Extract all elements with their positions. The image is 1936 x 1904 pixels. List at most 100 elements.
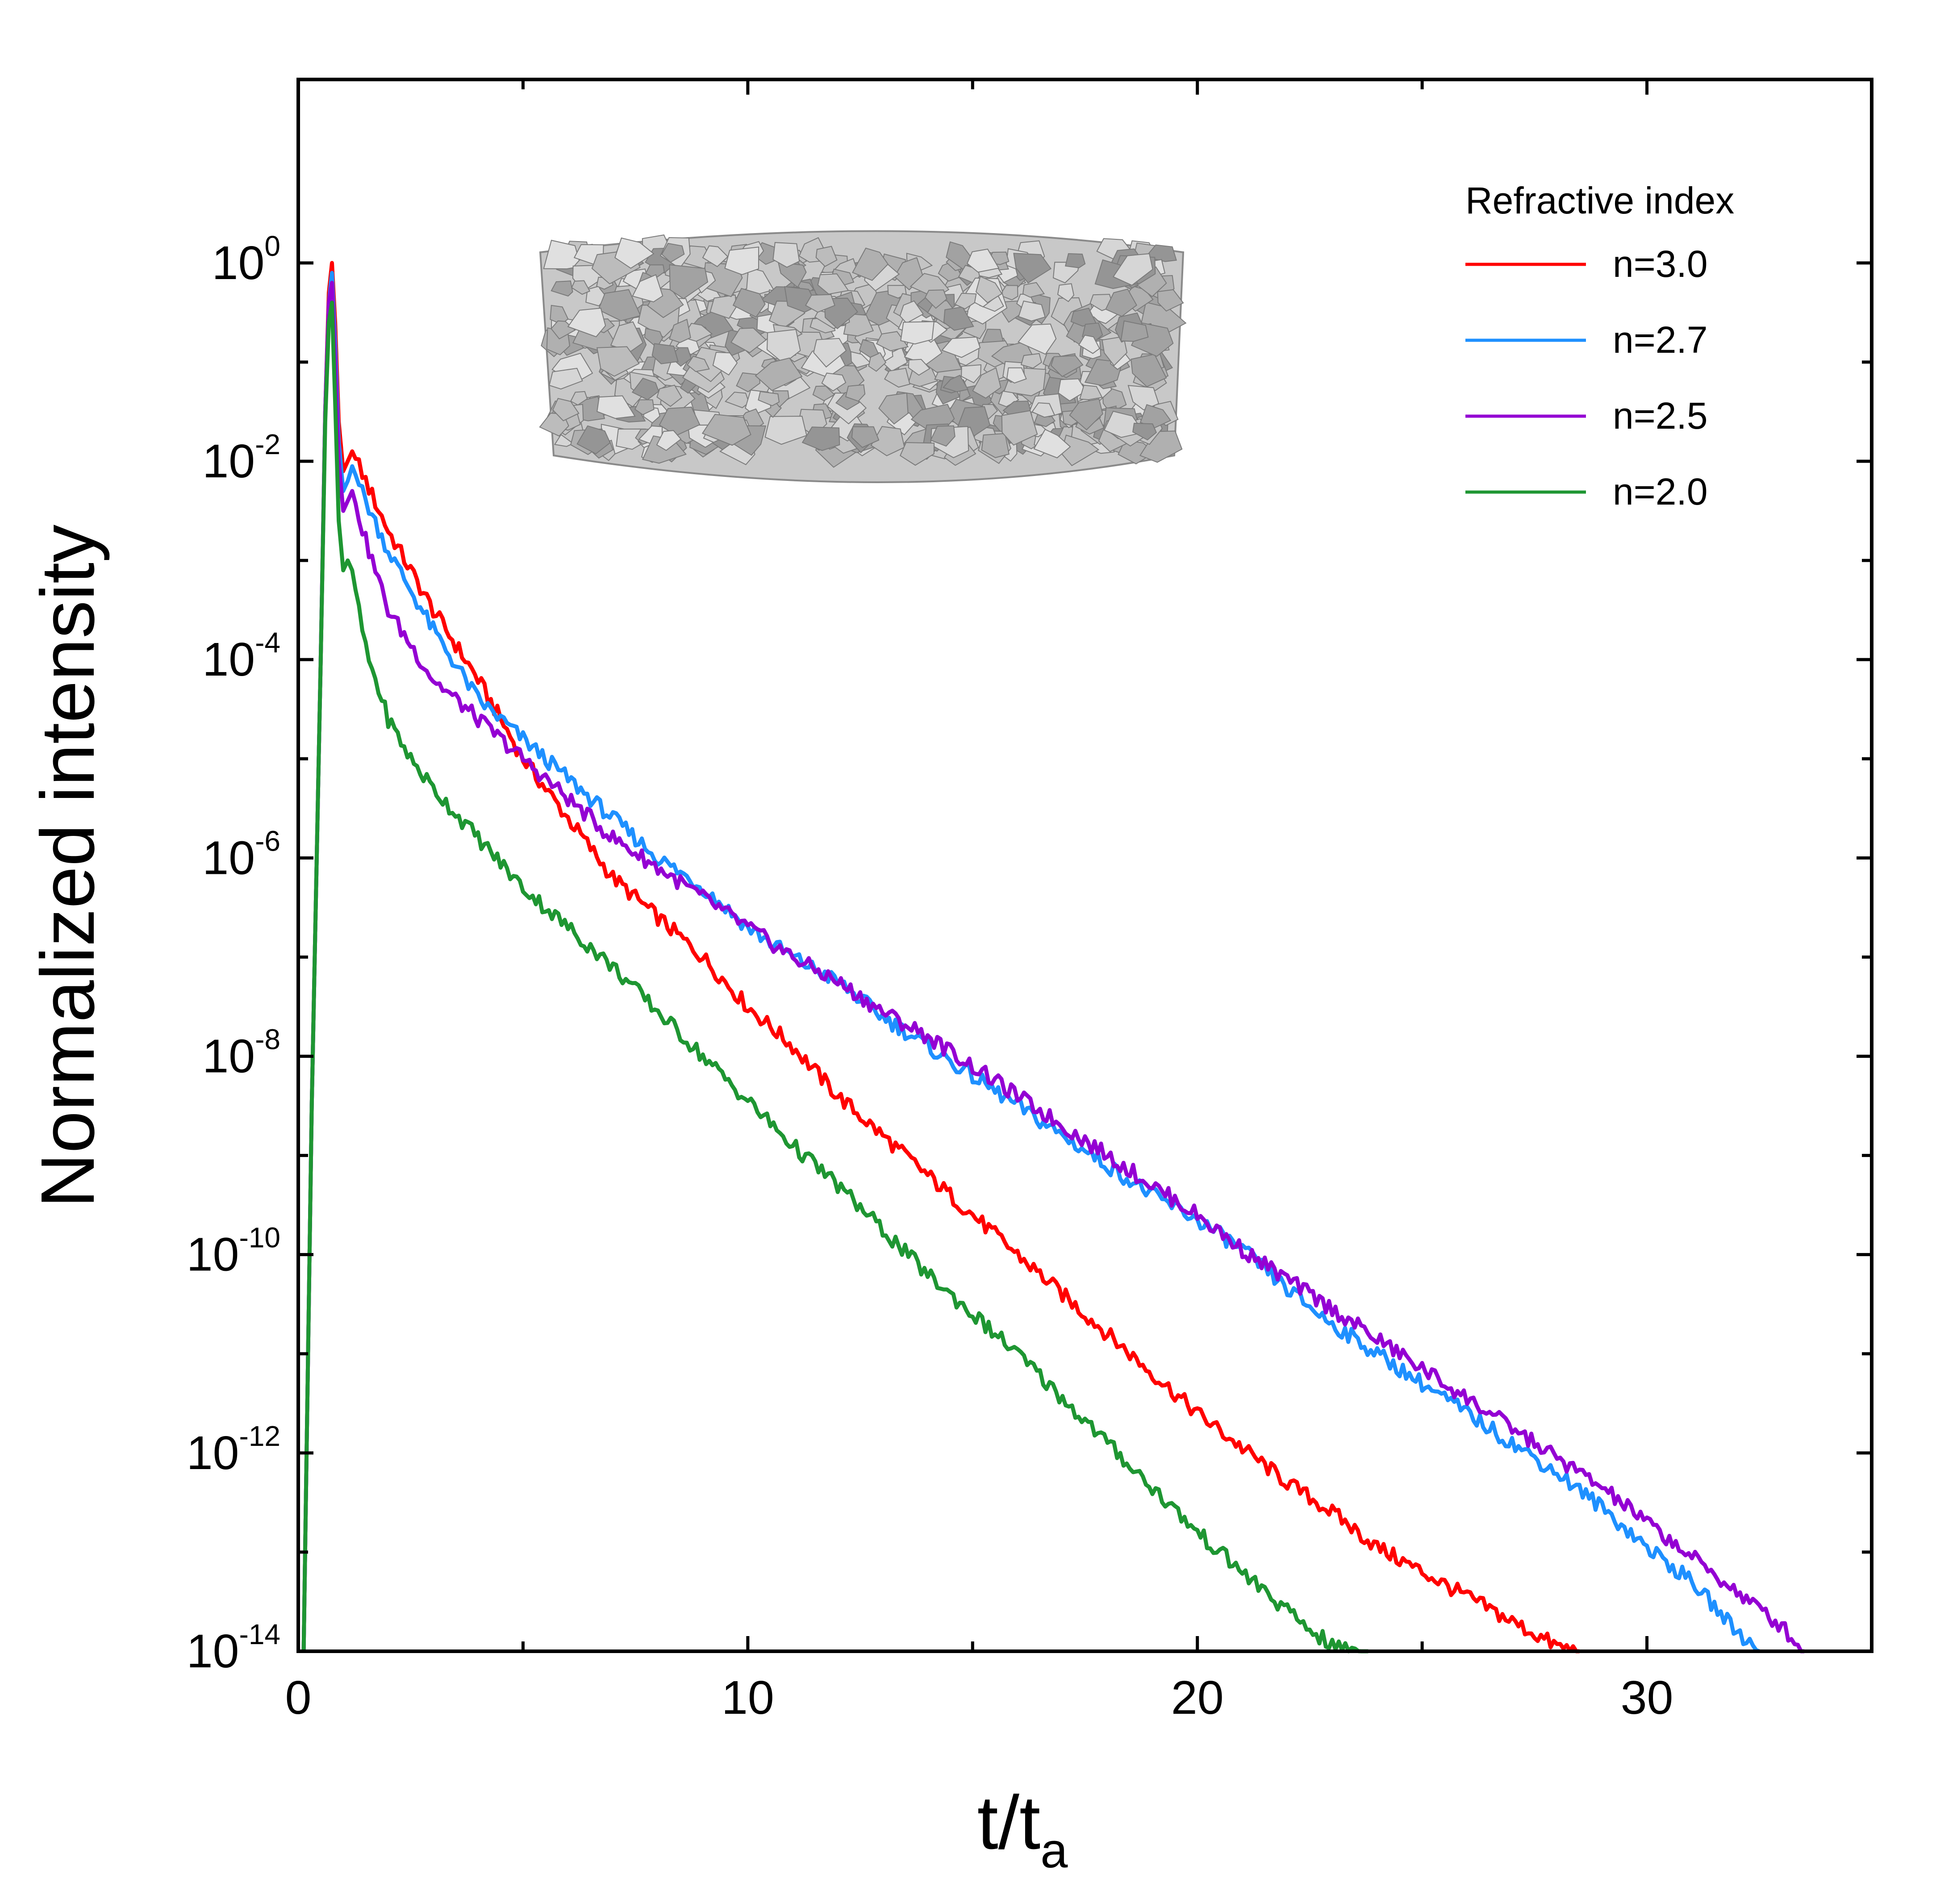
series-line-n=2.5	[301, 280, 1804, 1653]
inset-particle-facet	[1069, 398, 1103, 430]
inset-particle-facet	[801, 426, 840, 451]
inset-particle-facet	[884, 367, 910, 388]
inset-particle-facet	[614, 237, 655, 269]
y-tick-label--10: 10-10	[187, 1222, 280, 1281]
inset-particle-facet	[1120, 320, 1149, 342]
series-line-n=2.0	[301, 301, 1369, 1653]
inset-particle-facet	[702, 245, 729, 267]
inset-particle-facet	[543, 239, 582, 270]
inset-particle-facet	[1105, 288, 1137, 317]
inset-particle-facet	[1112, 253, 1153, 286]
x-axis-title: t/ta	[977, 1780, 1068, 1878]
x-tick-label-0: 0	[285, 1671, 312, 1724]
inset-particle-facet	[878, 392, 909, 425]
x-tick-label-10: 10	[722, 1671, 774, 1724]
y-tick-label-0: 100	[212, 230, 281, 289]
inset-particle-facet	[661, 242, 685, 263]
inset-particle-facet	[669, 264, 709, 300]
inset-particle-facet	[1033, 429, 1071, 459]
inset-particle-facet	[850, 351, 872, 368]
inset-particle-facet	[817, 273, 849, 295]
inset-particle-facet	[975, 276, 1003, 304]
inset-particle-facet	[597, 346, 640, 377]
inset-particle-facet	[567, 308, 606, 338]
y-tick-label--12: 10-12	[187, 1420, 280, 1479]
inset-particle-facet	[961, 364, 982, 384]
inset-particle-facet	[899, 300, 924, 324]
inset-particle-facet	[552, 398, 580, 422]
legend: Refractive index n=3.0 n=2.7 n=2.5 n=2.0	[1465, 180, 1734, 513]
inset-particle-facet	[576, 425, 611, 455]
inset-particle-facet	[805, 294, 835, 313]
inset-particle-facet	[651, 343, 679, 364]
x-tick-label-20: 20	[1171, 1671, 1224, 1724]
inset-particle-facet	[966, 248, 1000, 273]
inset-particle-facet	[755, 357, 803, 391]
plot-frame	[296, 78, 1873, 1653]
inset-particle-facet	[730, 327, 767, 353]
inset-particle-facet	[942, 375, 969, 392]
inset-particle-facet	[724, 392, 750, 409]
inset-particle-facet	[1018, 300, 1046, 322]
y-tick-label--2: 10-2	[202, 428, 280, 488]
inset-particle-facet	[1079, 384, 1103, 401]
inset-particle-facet	[972, 367, 1001, 399]
inset-particle-facet	[631, 377, 659, 401]
inset-particle-facet	[1131, 354, 1167, 388]
inset-particle-facet	[868, 352, 887, 372]
inset-particle-facet	[712, 351, 738, 376]
inset-particle-facet	[1058, 378, 1087, 401]
inset-particle-facet	[821, 372, 847, 392]
legend-label-n=2.0: n=2.0	[1613, 471, 1708, 513]
inset-particle-facet	[1132, 422, 1157, 441]
inset-particle-facet	[597, 395, 636, 419]
inset-particle-facet	[924, 289, 947, 309]
inset-particle-facet	[941, 336, 981, 358]
inset-particle-facet	[701, 413, 751, 446]
inset-particle-facet	[904, 338, 943, 365]
inset-particle-facet	[1078, 334, 1100, 354]
y-axis-title: Normalized intensity	[25, 525, 110, 1208]
inset-particle-facet	[1057, 283, 1075, 302]
inset-particle-facet	[758, 391, 780, 406]
inset-particle-facet	[999, 285, 1018, 301]
inset-particle-facet	[876, 331, 909, 351]
series-line-n=3.0	[301, 261, 1580, 1653]
series-layer	[301, 261, 1804, 1653]
y-tick-label--4: 10-4	[202, 626, 280, 686]
inset-particle-facet	[732, 288, 766, 318]
inset-particle-facet	[634, 399, 655, 415]
inset-particle-facet	[772, 242, 800, 268]
inset-particle-facet	[845, 384, 866, 402]
inset-particle-facet	[777, 262, 807, 288]
legend-label-n=2.7: n=2.7	[1613, 319, 1708, 361]
inset-particle-facet	[549, 367, 583, 390]
inset-particle-facet	[954, 292, 977, 309]
x-axis-title-subscript: a	[1040, 1823, 1068, 1878]
inset-particle-facet	[1006, 367, 1027, 384]
inset-particle-facet	[1018, 323, 1057, 355]
inset-particle-facet	[1157, 289, 1184, 312]
legend-label-n=2.5: n=2.5	[1613, 395, 1708, 437]
inset-particle-facet	[570, 391, 588, 406]
inset-particle-facet	[598, 289, 641, 322]
inset-particle-facet	[815, 246, 838, 267]
inset-particle-facet	[1139, 404, 1172, 428]
y-tick-label--8: 10-8	[202, 1023, 280, 1083]
inset-particle-facet	[1013, 253, 1052, 284]
inset-particle-facet	[709, 294, 737, 319]
inset-particle-facet	[899, 442, 935, 466]
inset-particle-facet	[1031, 402, 1056, 418]
ticks-layer: 0 10 20 30 100 10-2 10-4 10-6 10-8 10-10 10-12 10-1…	[187, 79, 1872, 1724]
inset-particle-facet	[1022, 282, 1045, 298]
inset-particle-facet	[812, 385, 835, 401]
inset-particle-facet	[687, 355, 710, 372]
inset-particle-facet	[1064, 253, 1086, 268]
inset-particle-facet	[764, 416, 807, 445]
legend-title: Refractive index	[1465, 180, 1734, 221]
x-tick-label-30: 30	[1621, 1671, 1673, 1724]
inset-particle-facet	[1001, 410, 1038, 446]
inset-particle-facet	[669, 318, 691, 343]
inset-particle-facet	[659, 406, 701, 436]
